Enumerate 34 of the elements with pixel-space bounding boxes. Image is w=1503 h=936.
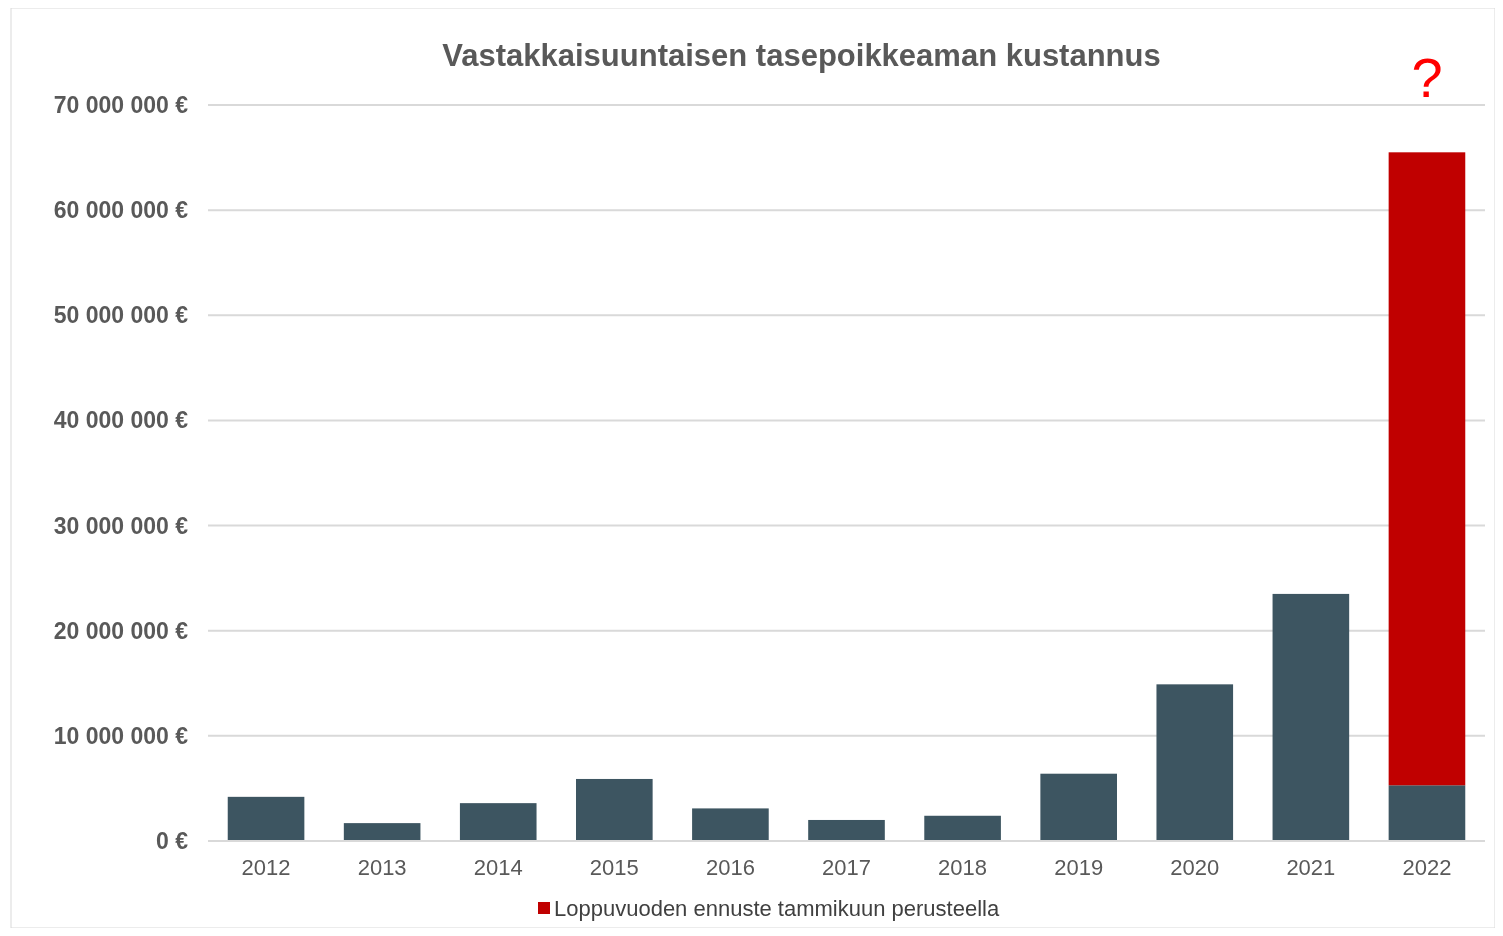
bar — [1272, 593, 1350, 841]
y-tick-label: 60 000 000 € — [53, 197, 189, 224]
y-tick-label: 50 000 000 € — [53, 302, 189, 329]
bar — [1388, 152, 1466, 786]
x-tick-label: 2016 — [705, 855, 755, 880]
bar — [1156, 684, 1234, 841]
bar — [343, 823, 421, 841]
bar — [808, 819, 885, 841]
bar — [459, 803, 537, 841]
x-tick-label: 2019 — [1054, 855, 1104, 880]
y-tick-label: 10 000 000 € — [53, 722, 189, 749]
y-tick-label: 30 000 000 € — [53, 512, 189, 539]
x-tick-label: 2018 — [938, 855, 988, 880]
bar — [692, 808, 769, 841]
legend-label: Loppuvuoden ennuste tammikuun perusteella — [554, 895, 1000, 921]
y-tick-label: 0 € — [156, 828, 189, 855]
chart-title: Vastakkaisuuntaisen tasepoikkeaman kustannus — [442, 38, 1161, 73]
y-tick-label: 40 000 000 € — [53, 407, 189, 434]
bar — [924, 815, 1001, 841]
x-tick-label: 2013 — [357, 855, 407, 880]
x-tick-label: 2012 — [241, 855, 291, 880]
y-tick-label: 70 000 000 € — [53, 92, 189, 119]
x-tick-label: 2015 — [589, 855, 639, 880]
x-tick-label: 2022 — [1402, 855, 1452, 880]
x-tick-label: 2021 — [1286, 855, 1336, 880]
x-tick-label: 2017 — [822, 855, 871, 880]
y-tick-label: 20 000 000 € — [53, 617, 189, 644]
bar — [227, 796, 305, 841]
x-tick-label: 2020 — [1170, 855, 1220, 880]
bar — [576, 778, 653, 841]
x-tick-label: 2014 — [473, 855, 523, 880]
bar — [1040, 773, 1117, 841]
bar — [1388, 785, 1466, 841]
annotation: ? — [1411, 46, 1443, 110]
